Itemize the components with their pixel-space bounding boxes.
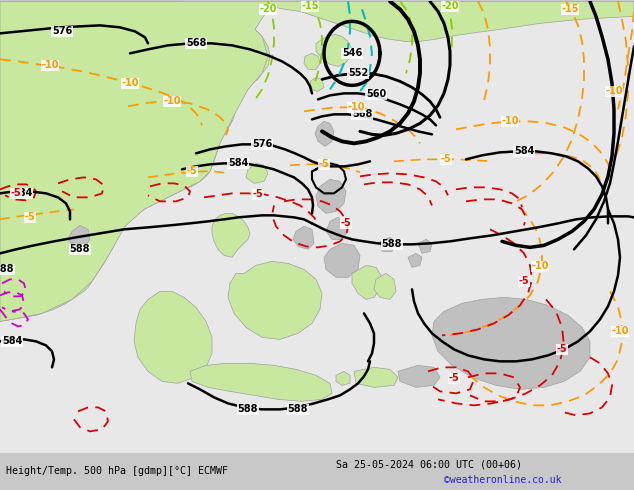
Text: -10: -10 [41,60,59,71]
Polygon shape [374,273,396,299]
Polygon shape [315,122,334,147]
Text: 546: 546 [342,49,362,58]
Text: -10: -10 [121,78,139,88]
Text: -5: -5 [557,344,567,354]
Text: -5: -5 [11,188,22,198]
Text: -10: -10 [611,326,629,336]
Text: 584: 584 [228,158,248,169]
Polygon shape [380,237,396,251]
Polygon shape [336,371,350,385]
Polygon shape [68,225,90,247]
Text: 560: 560 [366,89,386,99]
Text: -5: -5 [449,373,460,383]
Text: -5: -5 [186,167,197,176]
Text: -10: -10 [163,97,181,106]
Polygon shape [418,239,432,253]
Text: 584: 584 [12,188,32,198]
Polygon shape [326,218,348,239]
Polygon shape [352,266,382,299]
Text: 588: 588 [0,265,14,274]
Text: 588: 588 [288,404,308,415]
Polygon shape [0,1,270,321]
Polygon shape [0,1,634,321]
Text: -5: -5 [519,276,529,286]
Text: 588: 588 [382,239,402,249]
Text: Sa 25-05-2024 06:00 UTC (00+06): Sa 25-05-2024 06:00 UTC (00+06) [336,460,522,469]
Text: -10: -10 [501,116,519,126]
Text: 568: 568 [352,109,372,120]
Text: 588: 588 [70,245,90,254]
Polygon shape [190,364,332,401]
Polygon shape [134,292,212,383]
Text: -5: -5 [441,154,451,164]
Polygon shape [228,261,322,340]
Polygon shape [398,366,440,388]
Polygon shape [316,179,346,213]
Polygon shape [310,77,324,91]
Text: -5: -5 [252,189,263,199]
Text: -5: -5 [319,159,330,170]
Polygon shape [246,163,268,183]
Text: -10: -10 [531,261,549,271]
Text: -5: -5 [25,212,36,222]
Text: 584: 584 [2,336,22,346]
Text: 588: 588 [238,404,258,415]
Polygon shape [354,368,398,388]
Text: -20: -20 [441,1,459,11]
Text: -10: -10 [347,102,365,112]
Text: 552: 552 [348,69,368,78]
Text: 568: 568 [186,38,206,49]
Polygon shape [212,213,250,257]
Text: 576: 576 [252,139,272,149]
Text: 576: 576 [52,26,72,36]
Text: -5: -5 [340,219,351,228]
Polygon shape [432,297,590,390]
Polygon shape [304,53,320,70]
Text: Height/Temp. 500 hPa [gdmp][°C] ECMWF: Height/Temp. 500 hPa [gdmp][°C] ECMWF [6,466,228,476]
Polygon shape [293,226,314,249]
Polygon shape [316,34,352,66]
Text: -20: -20 [259,4,277,14]
Text: -10: -10 [605,86,623,97]
Text: ©weatheronline.co.uk: ©weatheronline.co.uk [444,475,561,485]
Polygon shape [408,253,422,268]
Polygon shape [324,244,360,277]
Text: -15: -15 [561,4,579,14]
Text: 584: 584 [514,147,534,156]
Text: -15: -15 [301,1,319,11]
